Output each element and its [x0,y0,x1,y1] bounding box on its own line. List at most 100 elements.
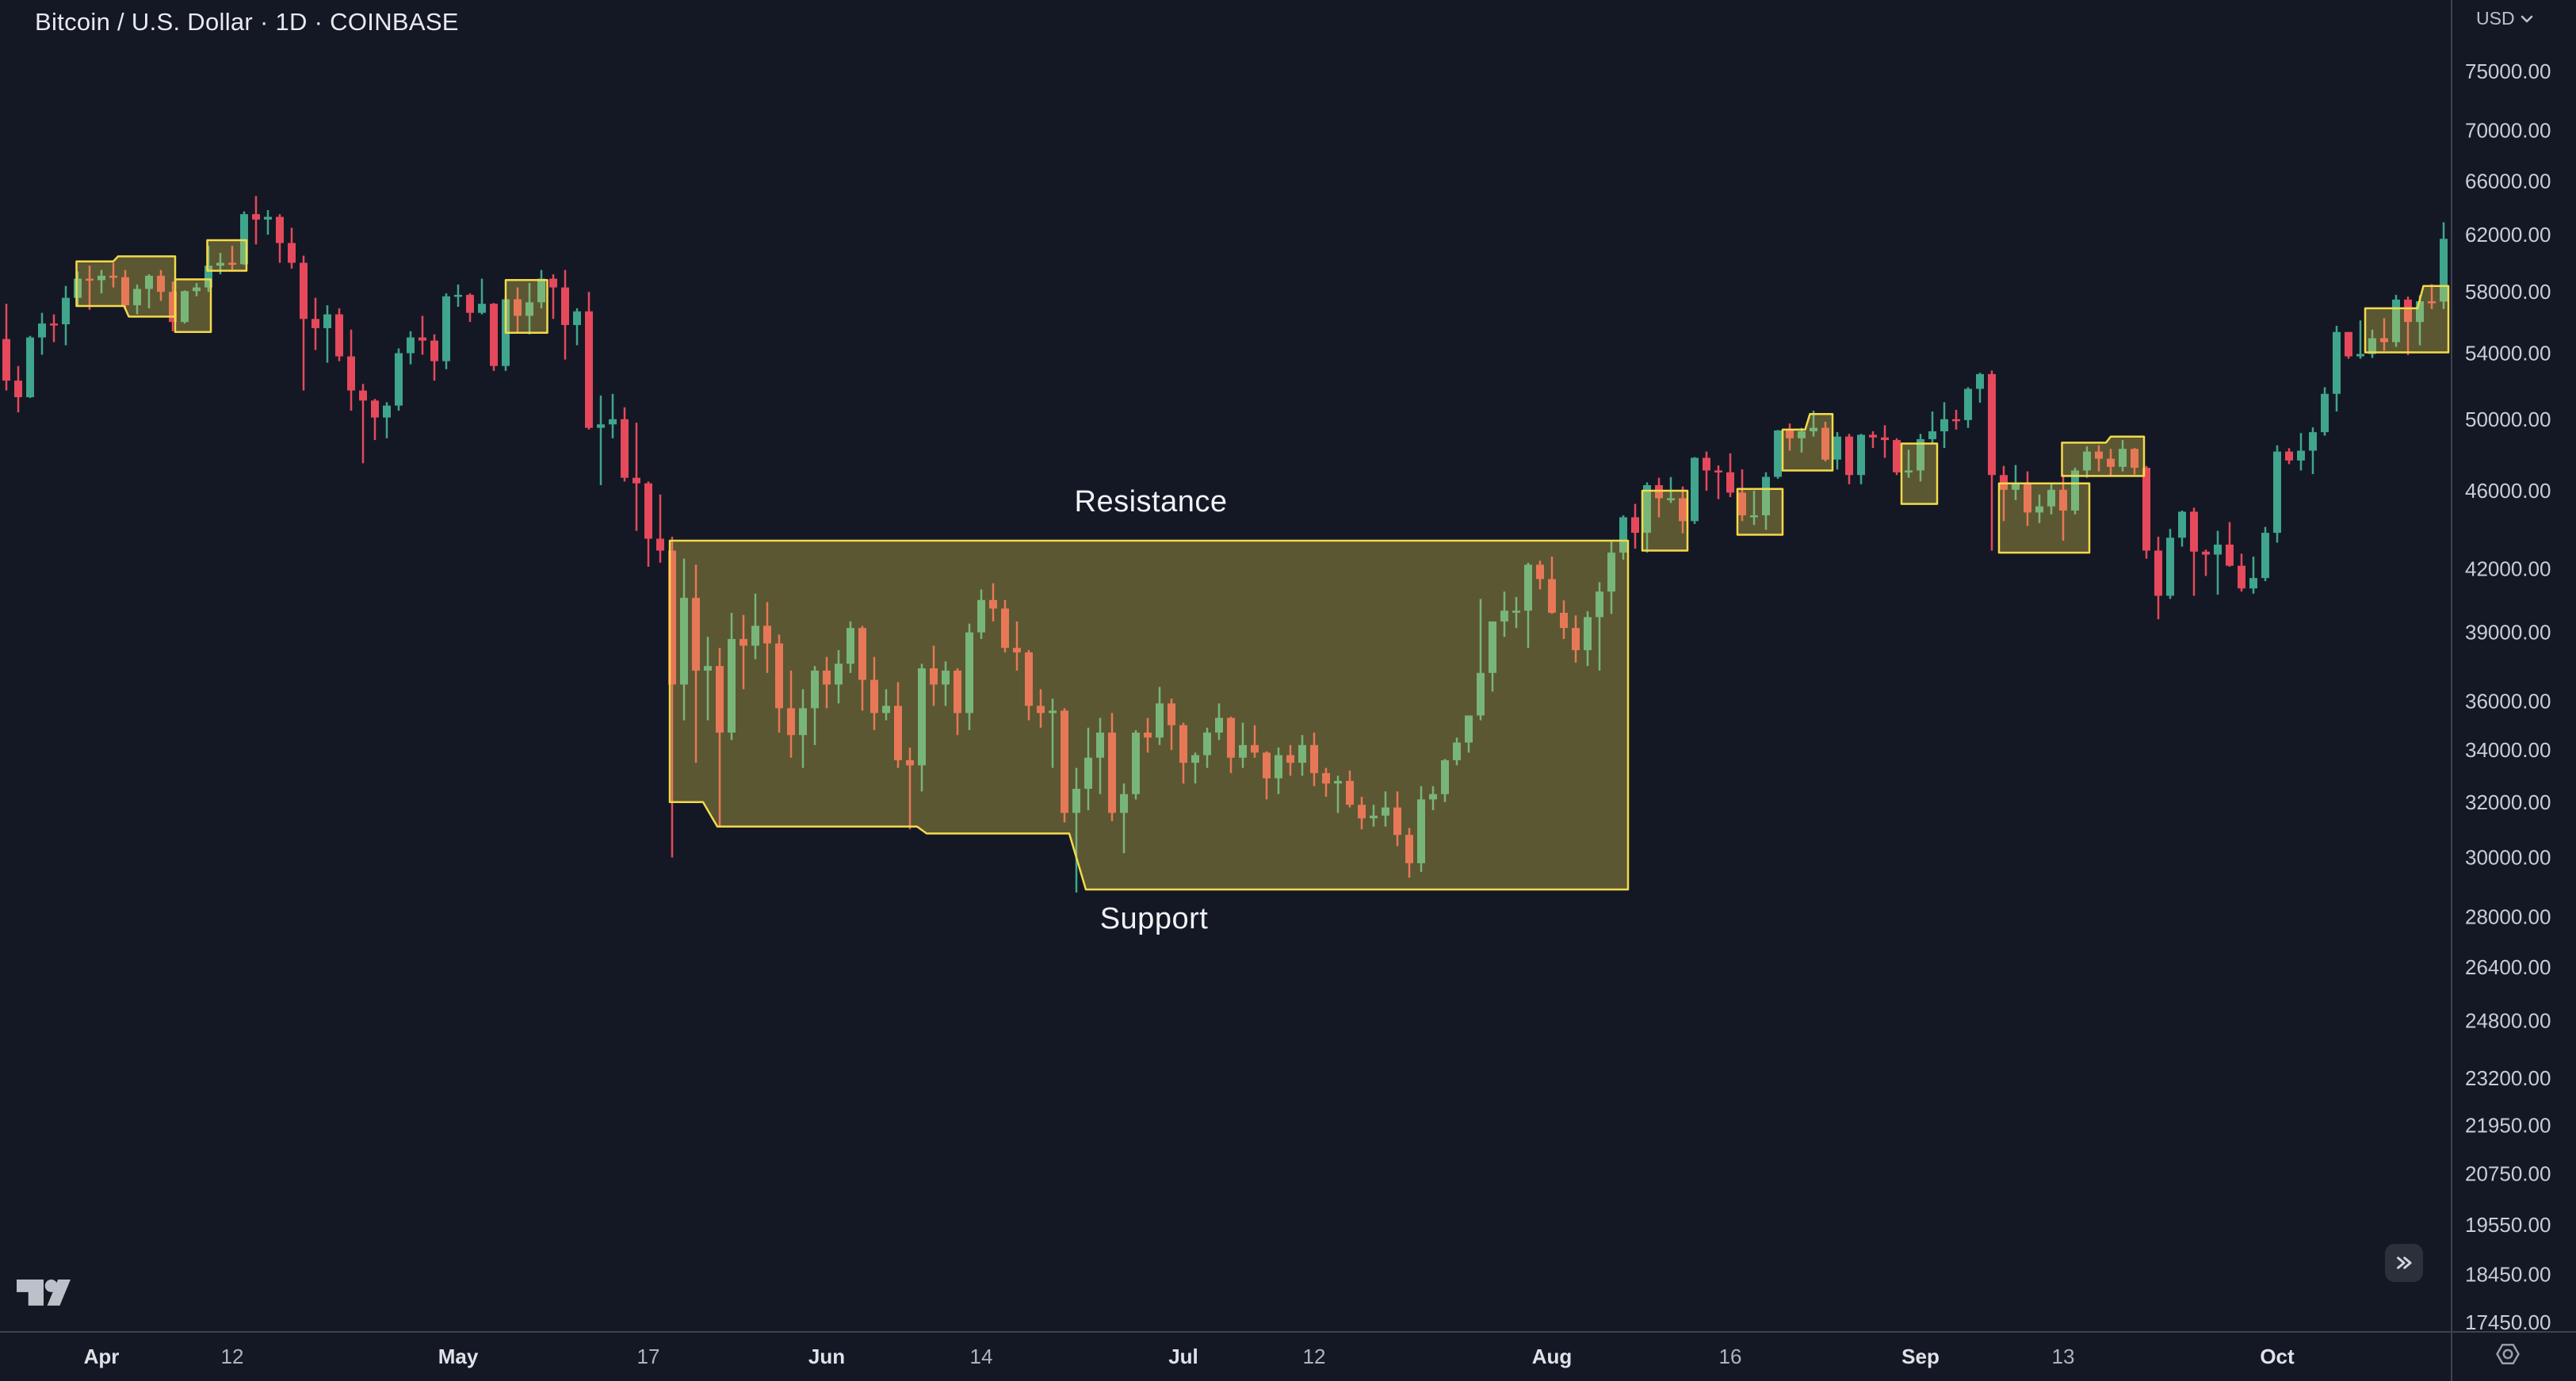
price-tick-label: 24800.00 [2465,1009,2551,1033]
candle-body [1905,470,1913,472]
candle-wick [611,393,614,438]
candle-body [2131,449,2138,469]
candle-wick [552,274,555,319]
zone-apr-box-1[interactable] [75,255,177,318]
candle-body [954,670,961,713]
time-tick-label: Sep [1901,1345,1940,1368]
candle-wick [1253,725,1256,758]
candle-body [526,302,533,316]
zone-main-range[interactable] [668,539,1630,891]
zone-aug-box-2[interactable] [1736,488,1784,536]
zone-sep-box-2[interactable] [2061,435,2146,477]
candle-body [1988,373,1996,476]
candle-wick [1871,431,1875,449]
candle-body [1382,807,1389,816]
candle-body [2154,550,2162,596]
support-annotation[interactable]: Support [1099,902,1209,935]
candle-body [1441,759,1449,794]
candle-body [2356,354,2364,357]
candle-body [276,216,284,243]
candle-wick [1752,491,1756,526]
candle-body [2119,449,2127,467]
candle-body [1619,517,1627,553]
candle-body [359,390,367,401]
price-tick-label: 66000.00 [2465,169,2551,193]
candle-body [1821,427,1829,460]
candle-body [1548,579,1556,613]
candle-body [1560,612,1568,629]
candle-body [1334,781,1342,784]
candle-body [181,291,189,323]
candle-body [2321,393,2329,433]
candle-wick [718,648,721,827]
time-axis[interactable]: Apr 12 May 17 Jun 14 Jul 12 Aug 16 Sep 13 Oct [84,1345,2295,1368]
resistance-annotation[interactable]: Resistance [1074,485,1228,518]
candle-body [1096,733,1104,758]
price-axis[interactable]: 75000.00 70000.00 66000.00 62000.00 58000.00… [2465,59,2551,1334]
tradingview-logo[interactable] [16,1280,71,1310]
zone-apr-box-3[interactable] [206,239,248,272]
candle-wick [1194,752,1197,784]
support-resistance-zones[interactable] [75,239,2450,891]
price-tick-label: 30000.00 [2465,846,2551,870]
zone-may-box[interactable] [504,279,548,335]
time-tick-label: May [438,1345,479,1368]
candle-body [1239,744,1247,758]
candle-body [609,419,617,425]
axis-settings-button[interactable] [2494,1340,2522,1372]
candle-wick [1015,621,1019,671]
candle-body [347,356,355,391]
candle-body [1191,755,1199,763]
zone-apr-box-2[interactable] [174,278,212,334]
zone-aug-box-1[interactable] [1641,489,1689,552]
candle-wick [1598,582,1601,671]
candle-body [1810,427,1817,432]
candle-body [1893,440,1901,472]
zone-aug-box-4[interactable] [1900,442,1939,505]
candle-body [1132,733,1140,794]
candle-body [14,381,22,398]
candle-wick [231,246,234,272]
candle-body [1203,733,1211,756]
candle-body [1429,794,1437,800]
zone-sep-box-1[interactable] [1997,482,2091,554]
candle-body [2024,483,2031,513]
candle-body [1156,703,1164,738]
candlestick-series[interactable] [2,196,2448,893]
time-tick-label: Jun [808,1345,845,1368]
candle-body [1453,742,1461,760]
candle-body [621,419,629,478]
candle-body [1477,672,1485,716]
time-tick-label: 16 [1719,1345,1742,1368]
currency-selector[interactable]: USD [2476,8,2533,29]
candle-body [1536,564,1544,580]
candle-body [2404,299,2412,323]
candle-body [835,664,843,685]
zone-oct-box[interactable] [2364,285,2450,354]
candle-wick [1122,783,1126,854]
candle-body [2309,432,2317,451]
candle-wick [52,314,55,342]
price-tick-label: 26400.00 [2465,955,2551,979]
candle-body [1584,617,1592,651]
candle-body [858,628,866,680]
candle-body [692,598,700,671]
candle-body [2190,511,2198,552]
candle-body [561,287,569,326]
candle-body [1025,652,1033,706]
candle-body [1976,373,1984,389]
candle-body [430,340,438,362]
time-tick-label: Apr [84,1345,120,1368]
candle-body [2035,506,2043,513]
candle-body [2392,299,2400,342]
candle-body [918,668,926,766]
candle-body [300,262,308,319]
candle-body [514,299,522,316]
candle-wick [659,494,662,563]
candle-wick [88,266,91,310]
candle-wick [742,614,745,690]
candle-wick [1336,775,1340,813]
collapse-toolbar-button[interactable] [2385,1244,2423,1282]
zone-aug-box-3[interactable] [1781,413,1834,472]
